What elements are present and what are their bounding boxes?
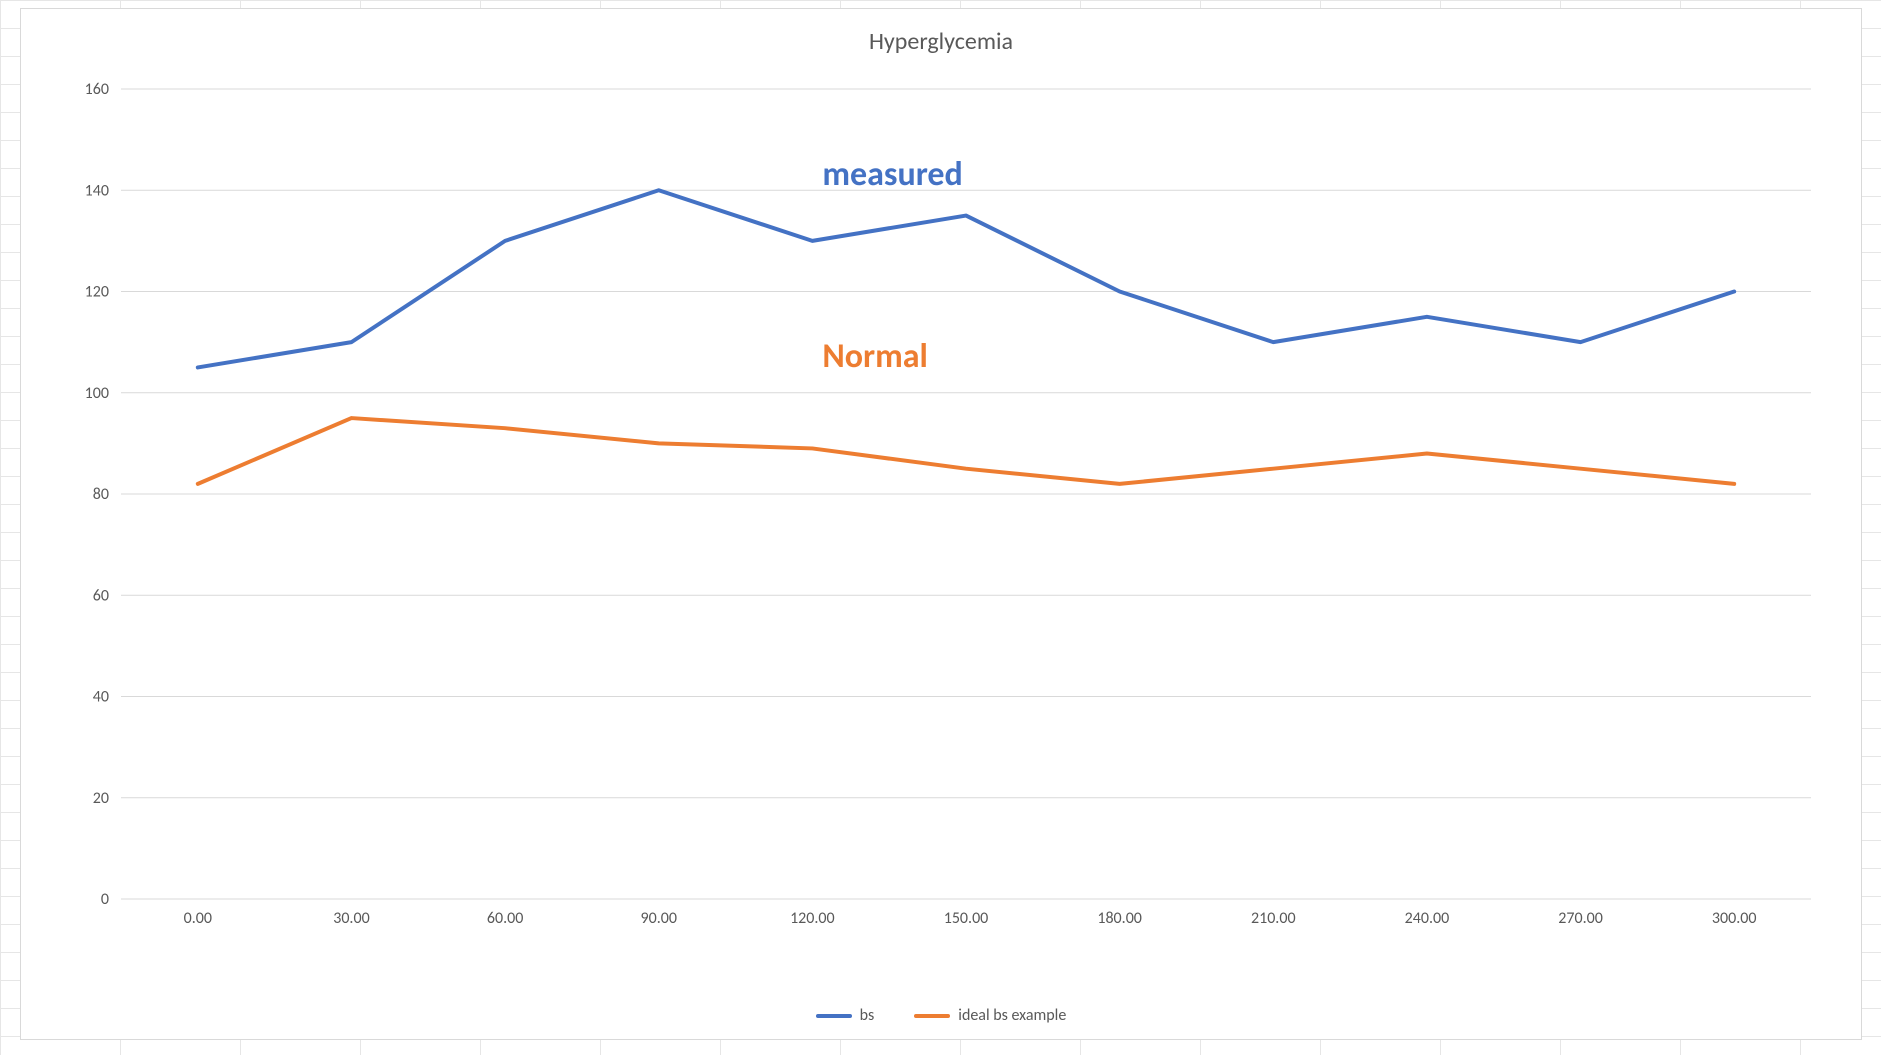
x-tick-label: 180.00 — [1097, 909, 1142, 928]
legend-item-1: ideal bs example — [914, 1006, 1066, 1025]
legend-swatch-1 — [914, 1014, 950, 1018]
x-tick-label: 90.00 — [640, 909, 676, 928]
x-tick-label: 60.00 — [487, 909, 523, 928]
series-line-0 — [198, 190, 1734, 367]
annotation-0: measured — [822, 154, 962, 195]
chart-title: Hyperglycemia — [21, 27, 1861, 56]
y-tick-label: 80 — [93, 485, 109, 504]
y-tick-label: 100 — [85, 384, 109, 403]
y-tick-label: 40 — [93, 688, 109, 707]
y-tick-label: 60 — [93, 586, 109, 605]
annotation-1: Normal — [822, 336, 928, 377]
chart-svg: 0 20 40 60 80 100 120 140 160 0.00 30.00 60.00 90.00… — [81, 79, 1821, 939]
x-tick-label: 120.00 — [790, 909, 835, 928]
x-tick-label: 150.00 — [944, 909, 989, 928]
x-tick-label: 240.00 — [1405, 909, 1450, 928]
x-tick-label: 270.00 — [1558, 909, 1603, 928]
legend: bs ideal bs example — [21, 1004, 1861, 1026]
y-tick-label: 20 — [93, 789, 109, 808]
x-tick-label: 30.00 — [333, 909, 369, 928]
plot-area: 0 20 40 60 80 100 120 140 160 0.00 30.00 60.00 90.00… — [81, 79, 1821, 939]
y-tick-label: 0 — [101, 890, 109, 909]
y-tick-label: 120 — [85, 283, 109, 302]
x-tick-label: 300.00 — [1712, 909, 1757, 928]
legend-swatch-0 — [816, 1014, 852, 1018]
series-line-1 — [198, 418, 1734, 484]
y-tick-label: 160 — [85, 80, 109, 99]
legend-label-1: ideal bs example — [958, 1006, 1066, 1025]
chart-container: Hyperglycemia 0 20 40 60 80 100 120 140 160 0.00 3… — [20, 8, 1862, 1040]
legend-item-0: bs — [816, 1006, 875, 1025]
y-tick-label: 140 — [85, 181, 109, 200]
x-tick-label: 210.00 — [1251, 909, 1296, 928]
x-tick-label: 0.00 — [184, 909, 212, 928]
legend-label-0: bs — [860, 1006, 875, 1025]
